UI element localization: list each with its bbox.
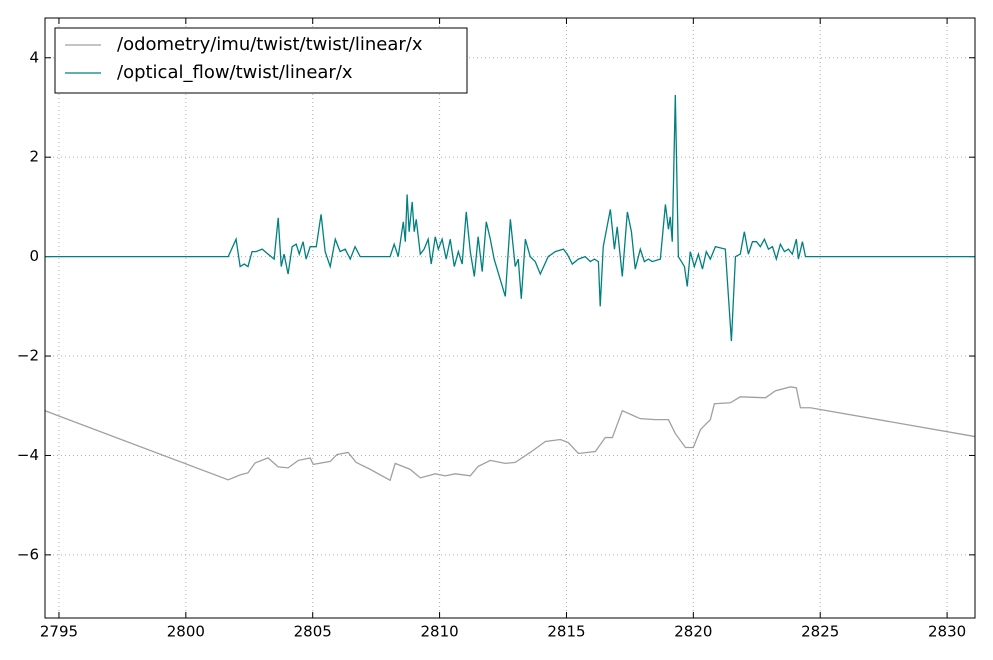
y-tick-label: 0 (29, 247, 39, 265)
series-line (44, 386, 976, 482)
y-tick-label: −6 (17, 545, 39, 563)
x-tick-label: 2825 (801, 623, 839, 641)
legend-box (54, 27, 468, 94)
series-line (45, 95, 975, 342)
y-tick-label: 2 (29, 148, 39, 166)
legend-label: /optical_flow/twist/linear/x (117, 62, 353, 83)
x-tick-label: 2815 (547, 623, 585, 641)
x-tick-label: 2795 (40, 623, 78, 641)
legend-label: /odometry/imu/twist/twist/linear/x (117, 34, 423, 55)
y-tick-label: 4 (29, 48, 39, 66)
x-tick-label: 2800 (167, 623, 205, 641)
y-tick-label: −2 (17, 347, 39, 365)
plot-frame (44, 17, 976, 619)
x-tick-label: 2830 (928, 623, 966, 641)
y-tick-label: −4 (17, 446, 39, 464)
x-tick-label: 2810 (420, 623, 458, 641)
x-tick-label: 2820 (674, 623, 712, 641)
x-tick-label: 2805 (294, 623, 332, 641)
